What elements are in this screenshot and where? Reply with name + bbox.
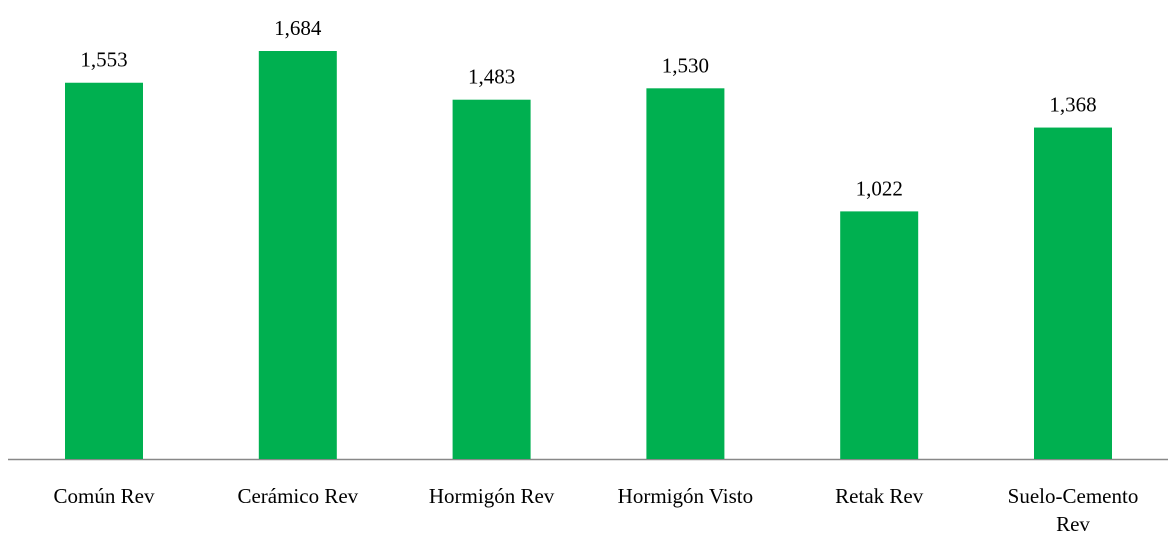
- x-tick-label: Cerámico Rev: [237, 484, 359, 508]
- x-tick-label: Común Rev: [53, 484, 155, 508]
- x-tick-label: Hormigón Rev: [428, 484, 555, 508]
- bar: [840, 211, 919, 459]
- bar: [65, 82, 143, 460]
- data-label: 1,483: [468, 65, 515, 89]
- data-label: 1,530: [662, 53, 709, 77]
- data-label: 1,368: [1049, 93, 1096, 117]
- data-label: 1,022: [856, 176, 903, 200]
- data-label: 1,684: [274, 16, 322, 40]
- x-tick-label: Hormigón Visto: [617, 484, 754, 508]
- bar: [646, 88, 725, 460]
- bar: [1034, 127, 1112, 459]
- x-tick-label: Retak Rev: [835, 484, 924, 508]
- x-tick-label: Suelo-Cemento Rev: [1007, 484, 1139, 536]
- bar: [258, 51, 337, 459]
- bar: [452, 99, 531, 459]
- data-label: 1,553: [80, 48, 127, 72]
